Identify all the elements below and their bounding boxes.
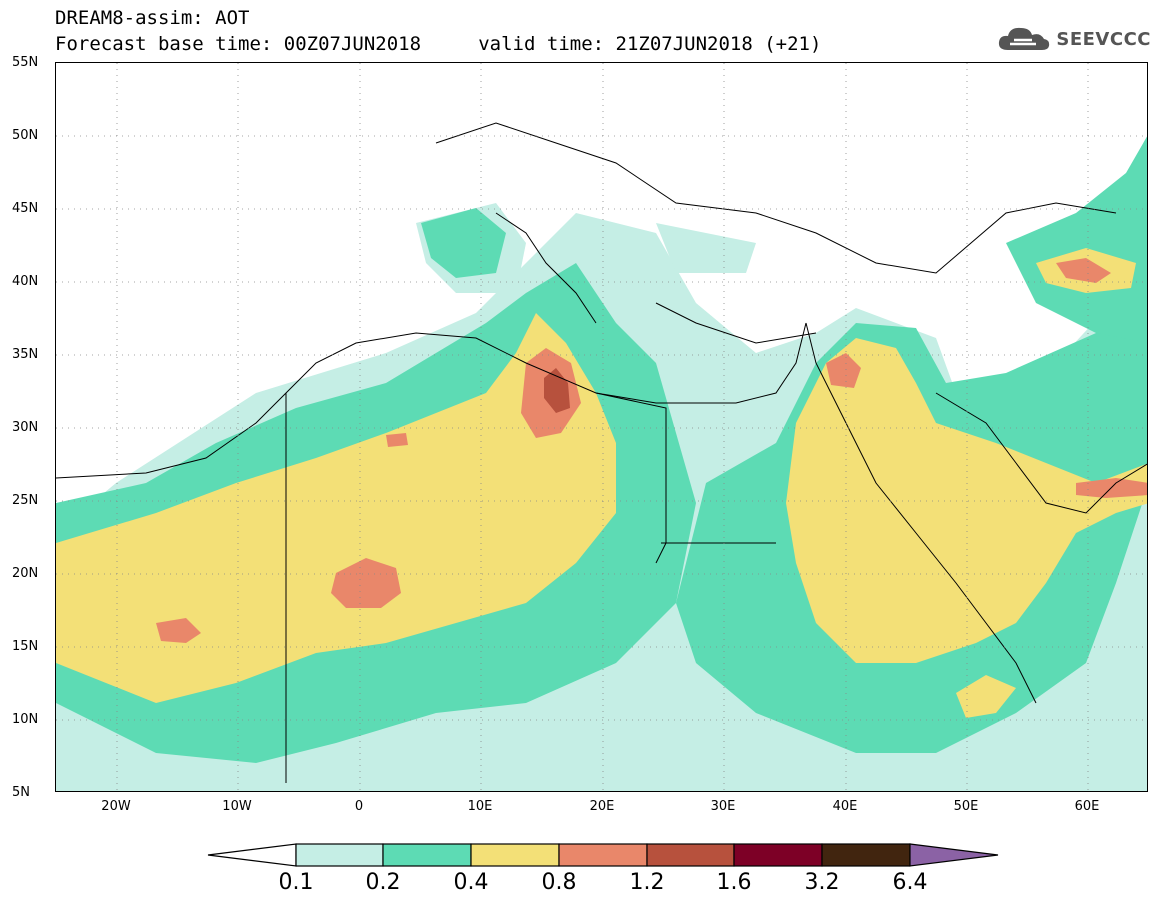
colorbar-label: 1.6 [716, 870, 752, 895]
title-line-1: DREAM8-assim: AOT [55, 7, 250, 29]
aot-field-plot [56, 63, 1147, 791]
lat-tick-label: 10N [12, 712, 39, 727]
colorbar-label: 0.2 [365, 870, 401, 895]
lat-tick-label: 45N [12, 201, 39, 216]
colorbar-label: 3.2 [804, 870, 840, 895]
aot-band-0.4 [56, 248, 1147, 718]
lon-tick-label: 10E [467, 799, 493, 814]
aot-band-0.8 [156, 258, 1147, 643]
lat-tick-label: 15N [12, 639, 39, 654]
seevccc-logo: SEEVCCC [996, 24, 1151, 54]
lat-tick-label: 5N [12, 785, 30, 800]
logo-text: SEEVCCC [1056, 28, 1151, 50]
lon-tick-label: 10W [222, 799, 252, 814]
lat-tick-label: 50N [12, 128, 39, 143]
colorbar-above-arrow [909, 843, 999, 867]
colorbar-segment [470, 843, 560, 867]
title-line-2: Forecast base time: 00Z07JUN2018 valid t… [55, 33, 822, 55]
colorbar-label: 0.8 [541, 870, 577, 895]
colorbar-label: 1.2 [629, 870, 665, 895]
colorbar-label: 0.1 [278, 870, 314, 895]
colorbar-below-arrow [207, 843, 297, 867]
aot-map [55, 62, 1148, 792]
colorbar-segment [382, 843, 472, 867]
colorbar-segment [733, 843, 823, 867]
lon-tick-label: 30E [710, 799, 736, 814]
lat-tick-label: 25N [12, 493, 39, 508]
lon-tick-label: 20W [101, 799, 131, 814]
lon-tick-label: 0 [354, 799, 364, 814]
colorbar-segment [558, 843, 648, 867]
lon-tick-label: 40E [832, 799, 858, 814]
colorbar [207, 843, 999, 867]
colorbar-label: 0.4 [453, 870, 489, 895]
lon-tick-label: 60E [1074, 799, 1100, 814]
lat-tick-label: 55N [12, 55, 39, 70]
coastlines [56, 122, 1147, 783]
cloud-logo-icon [999, 27, 1050, 50]
graticule [56, 63, 1147, 791]
lon-tick-label: 50E [953, 799, 979, 814]
colorbar-segment [646, 843, 735, 867]
colorbar-label: 6.4 [892, 870, 928, 895]
colorbar-segment [295, 843, 384, 867]
lat-tick-label: 35N [12, 347, 39, 362]
lat-tick-label: 40N [12, 274, 39, 289]
colorbar-segment [821, 843, 911, 867]
lat-tick-label: 20N [12, 566, 39, 581]
lon-tick-label: 20E [589, 799, 615, 814]
lat-tick-label: 30N [12, 420, 39, 435]
